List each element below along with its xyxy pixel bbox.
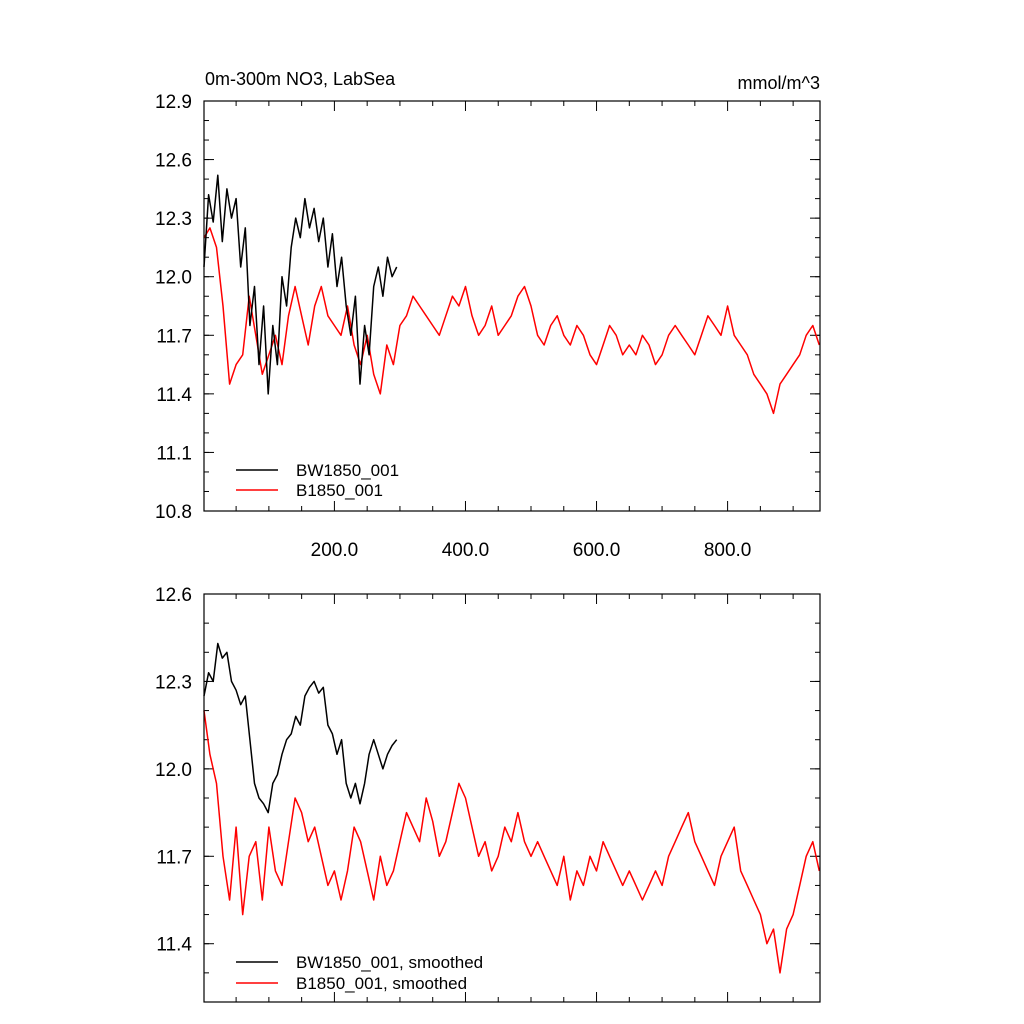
legend-label-b1850: B1850_001: [296, 481, 383, 500]
top-ytick-label: 12.0: [155, 268, 192, 289]
series-line-b1850-001-smoothed: [203, 710, 821, 974]
top-panel-title: 0m-300m NO3, LabSea: [205, 69, 396, 89]
top-xtick-label: 600.0: [573, 540, 621, 561]
bottom-ytick-label: 11.7: [156, 847, 192, 868]
top-panel-frame: [203, 100, 821, 512]
top-xtick-label: 400.0: [442, 540, 490, 561]
top-ytick-label: 10.8: [155, 502, 192, 523]
top-panel-series: [203, 174, 821, 415]
series-line-bw1850-001: [203, 174, 398, 395]
top-ytick-label: 12.3: [155, 209, 192, 230]
top-xtick-label: 800.0: [704, 540, 752, 561]
bottom-panel-ticks: 11.4 11.7 12.0 12.3 12.6: [155, 585, 820, 1003]
legend-label-bw1850-smoothed: BW1850_001, smoothed: [296, 953, 483, 972]
series-line-b1850-001: [203, 227, 821, 415]
bottom-panel: 11.4 11.7 12.0 12.3 12.6 BW1850_001, smoothe…: [155, 585, 821, 1003]
bottom-ytick-label: 11.4: [156, 935, 192, 956]
top-ytick-label: 11.1: [156, 443, 192, 464]
bottom-panel-series: [203, 642, 821, 974]
legend-label-bw1850: BW1850_001: [296, 461, 399, 480]
bottom-panel-frame: [203, 593, 821, 1003]
top-ytick-label: 12.6: [155, 151, 192, 172]
bottom-ytick-label: 12.0: [155, 760, 192, 781]
series-line-bw1850-001-smoothed: [203, 642, 398, 814]
bottom-ytick-label: 12.3: [155, 672, 192, 693]
top-panel-units: mmol/m^3: [738, 73, 820, 93]
legend-label-b1850-smoothed: B1850_001, smoothed: [296, 974, 467, 993]
top-ytick-label: 11.4: [156, 385, 192, 406]
top-panel: 0m-300m NO3, LabSea mmol/m^3 10.8 11.1 11.…: [155, 69, 821, 561]
top-ytick-label: 11.7: [156, 326, 192, 347]
bottom-ytick-label: 12.6: [155, 585, 192, 606]
top-panel-ticks: 10.8 11.1 11.4 11.7 12.0 12.3 12.6 12.9 200.0 400…: [155, 92, 820, 561]
top-xtick-label: 200.0: [311, 540, 359, 561]
top-ytick-label: 12.9: [155, 92, 192, 113]
top-panel-legend: BW1850_001 B1850_001: [236, 461, 399, 500]
bottom-panel-legend: BW1850_001, smoothed B1850_001, smoothed: [236, 953, 483, 993]
